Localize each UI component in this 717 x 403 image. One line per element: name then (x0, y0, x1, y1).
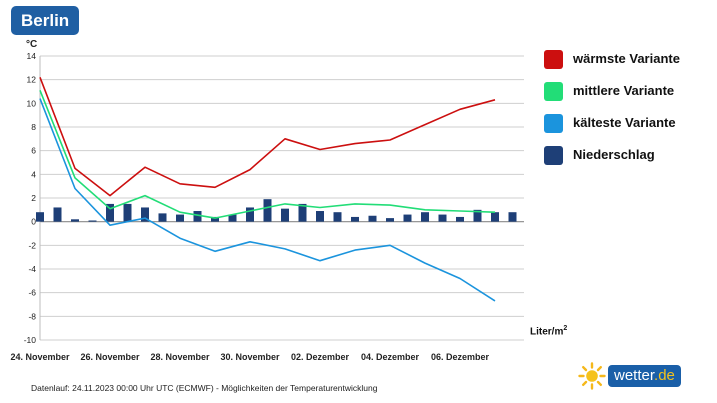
x-tick-label: 24. November (10, 352, 70, 362)
precipitation-bar (211, 216, 219, 222)
precipitation-bar (473, 209, 482, 222)
precipitation-bar (246, 207, 254, 222)
precipitation-bar (53, 207, 62, 222)
precipitation-bar (298, 203, 307, 222)
x-tick-label: 28. November (150, 352, 210, 362)
brand-wordmark: wetter.de (608, 365, 681, 387)
precipitation-bar (141, 207, 149, 222)
brand-name: wetter (614, 367, 655, 384)
city-badge: Berlin (11, 6, 80, 35)
y-tick-label: -6 (28, 288, 36, 298)
precipitation-bar (351, 216, 359, 222)
precipitation-bar (438, 214, 447, 222)
precipitation-bar (158, 213, 167, 222)
legend-label-precipitation: Niederschlag (573, 147, 655, 162)
precipitation-bar (386, 218, 394, 222)
precipitation-bar (36, 212, 44, 222)
y-tick-label: 2 (31, 193, 36, 203)
x-tick-label: 04. Dezember (361, 352, 420, 362)
precipitation-bar (176, 214, 184, 222)
y-tick-label: -2 (28, 240, 36, 250)
precipitation-bar (333, 212, 342, 222)
precipitation-bar (281, 208, 289, 222)
precipitation-bar (316, 211, 324, 222)
precipitation-bar (403, 214, 412, 222)
legend-swatch-precipitation (544, 146, 563, 165)
warmest-variant-line (39, 77, 496, 197)
precipitation-bar (193, 211, 202, 222)
precipitation-bar (228, 214, 237, 222)
x-tick-label: 26. November (80, 352, 140, 362)
sun-icon (578, 362, 606, 390)
precipitation-bar (71, 219, 79, 222)
y-tick-label: 10 (27, 98, 37, 108)
precipitation-bar (123, 203, 132, 222)
y-tick-label: 4 (31, 169, 36, 179)
precipitation-unit-base: Liter/m (530, 326, 564, 338)
precipitation-bar (263, 199, 272, 222)
precipitation-bar (508, 212, 517, 222)
precipitation-bar (106, 203, 114, 222)
legend-swatch-coldest (544, 114, 563, 133)
brand-logo[interactable]: wetter.de (578, 362, 693, 390)
y-tick-label: 6 (31, 146, 36, 156)
precipitation-bar (421, 212, 429, 222)
y-tick-label: 0 (31, 217, 36, 227)
y-tick-label: -10 (24, 335, 37, 345)
y-tick-label: 12 (27, 75, 37, 85)
middle-variant-line (39, 90, 496, 219)
legend-swatch-warmest (544, 50, 563, 69)
x-tick-label: 02. Dezember (291, 352, 350, 362)
legend-swatch-middle (544, 82, 563, 101)
x-tick-label: 06. Dezember (431, 352, 490, 362)
y-tick-label: -8 (28, 311, 36, 321)
brand-tld: .de (654, 367, 675, 384)
precipitation-bar (456, 216, 464, 222)
y-axis-unit: °C (26, 39, 38, 50)
legend-label-warmest: wärmste Variante (573, 51, 680, 66)
precipitation-unit-label: Liter/m2 (530, 325, 567, 337)
legend-label-coldest: kälteste Variante (573, 115, 676, 130)
x-tick-label: 30. November (220, 352, 280, 362)
precipitation-bar (368, 215, 377, 222)
legend-label-middle: mittlere Variante (573, 83, 675, 98)
y-tick-label: 14 (27, 51, 37, 61)
y-tick-label: -4 (28, 264, 36, 274)
y-tick-label: 8 (31, 122, 36, 132)
precipitation-bar (88, 220, 97, 222)
precipitation-unit-exponent: 2 (563, 325, 568, 332)
coldest-variant-line (39, 98, 496, 302)
precipitation-bar (491, 212, 499, 222)
data-run-footnote: Datenlauf: 24.11.2023 00:00 Uhr UTC (ECM… (31, 383, 378, 393)
